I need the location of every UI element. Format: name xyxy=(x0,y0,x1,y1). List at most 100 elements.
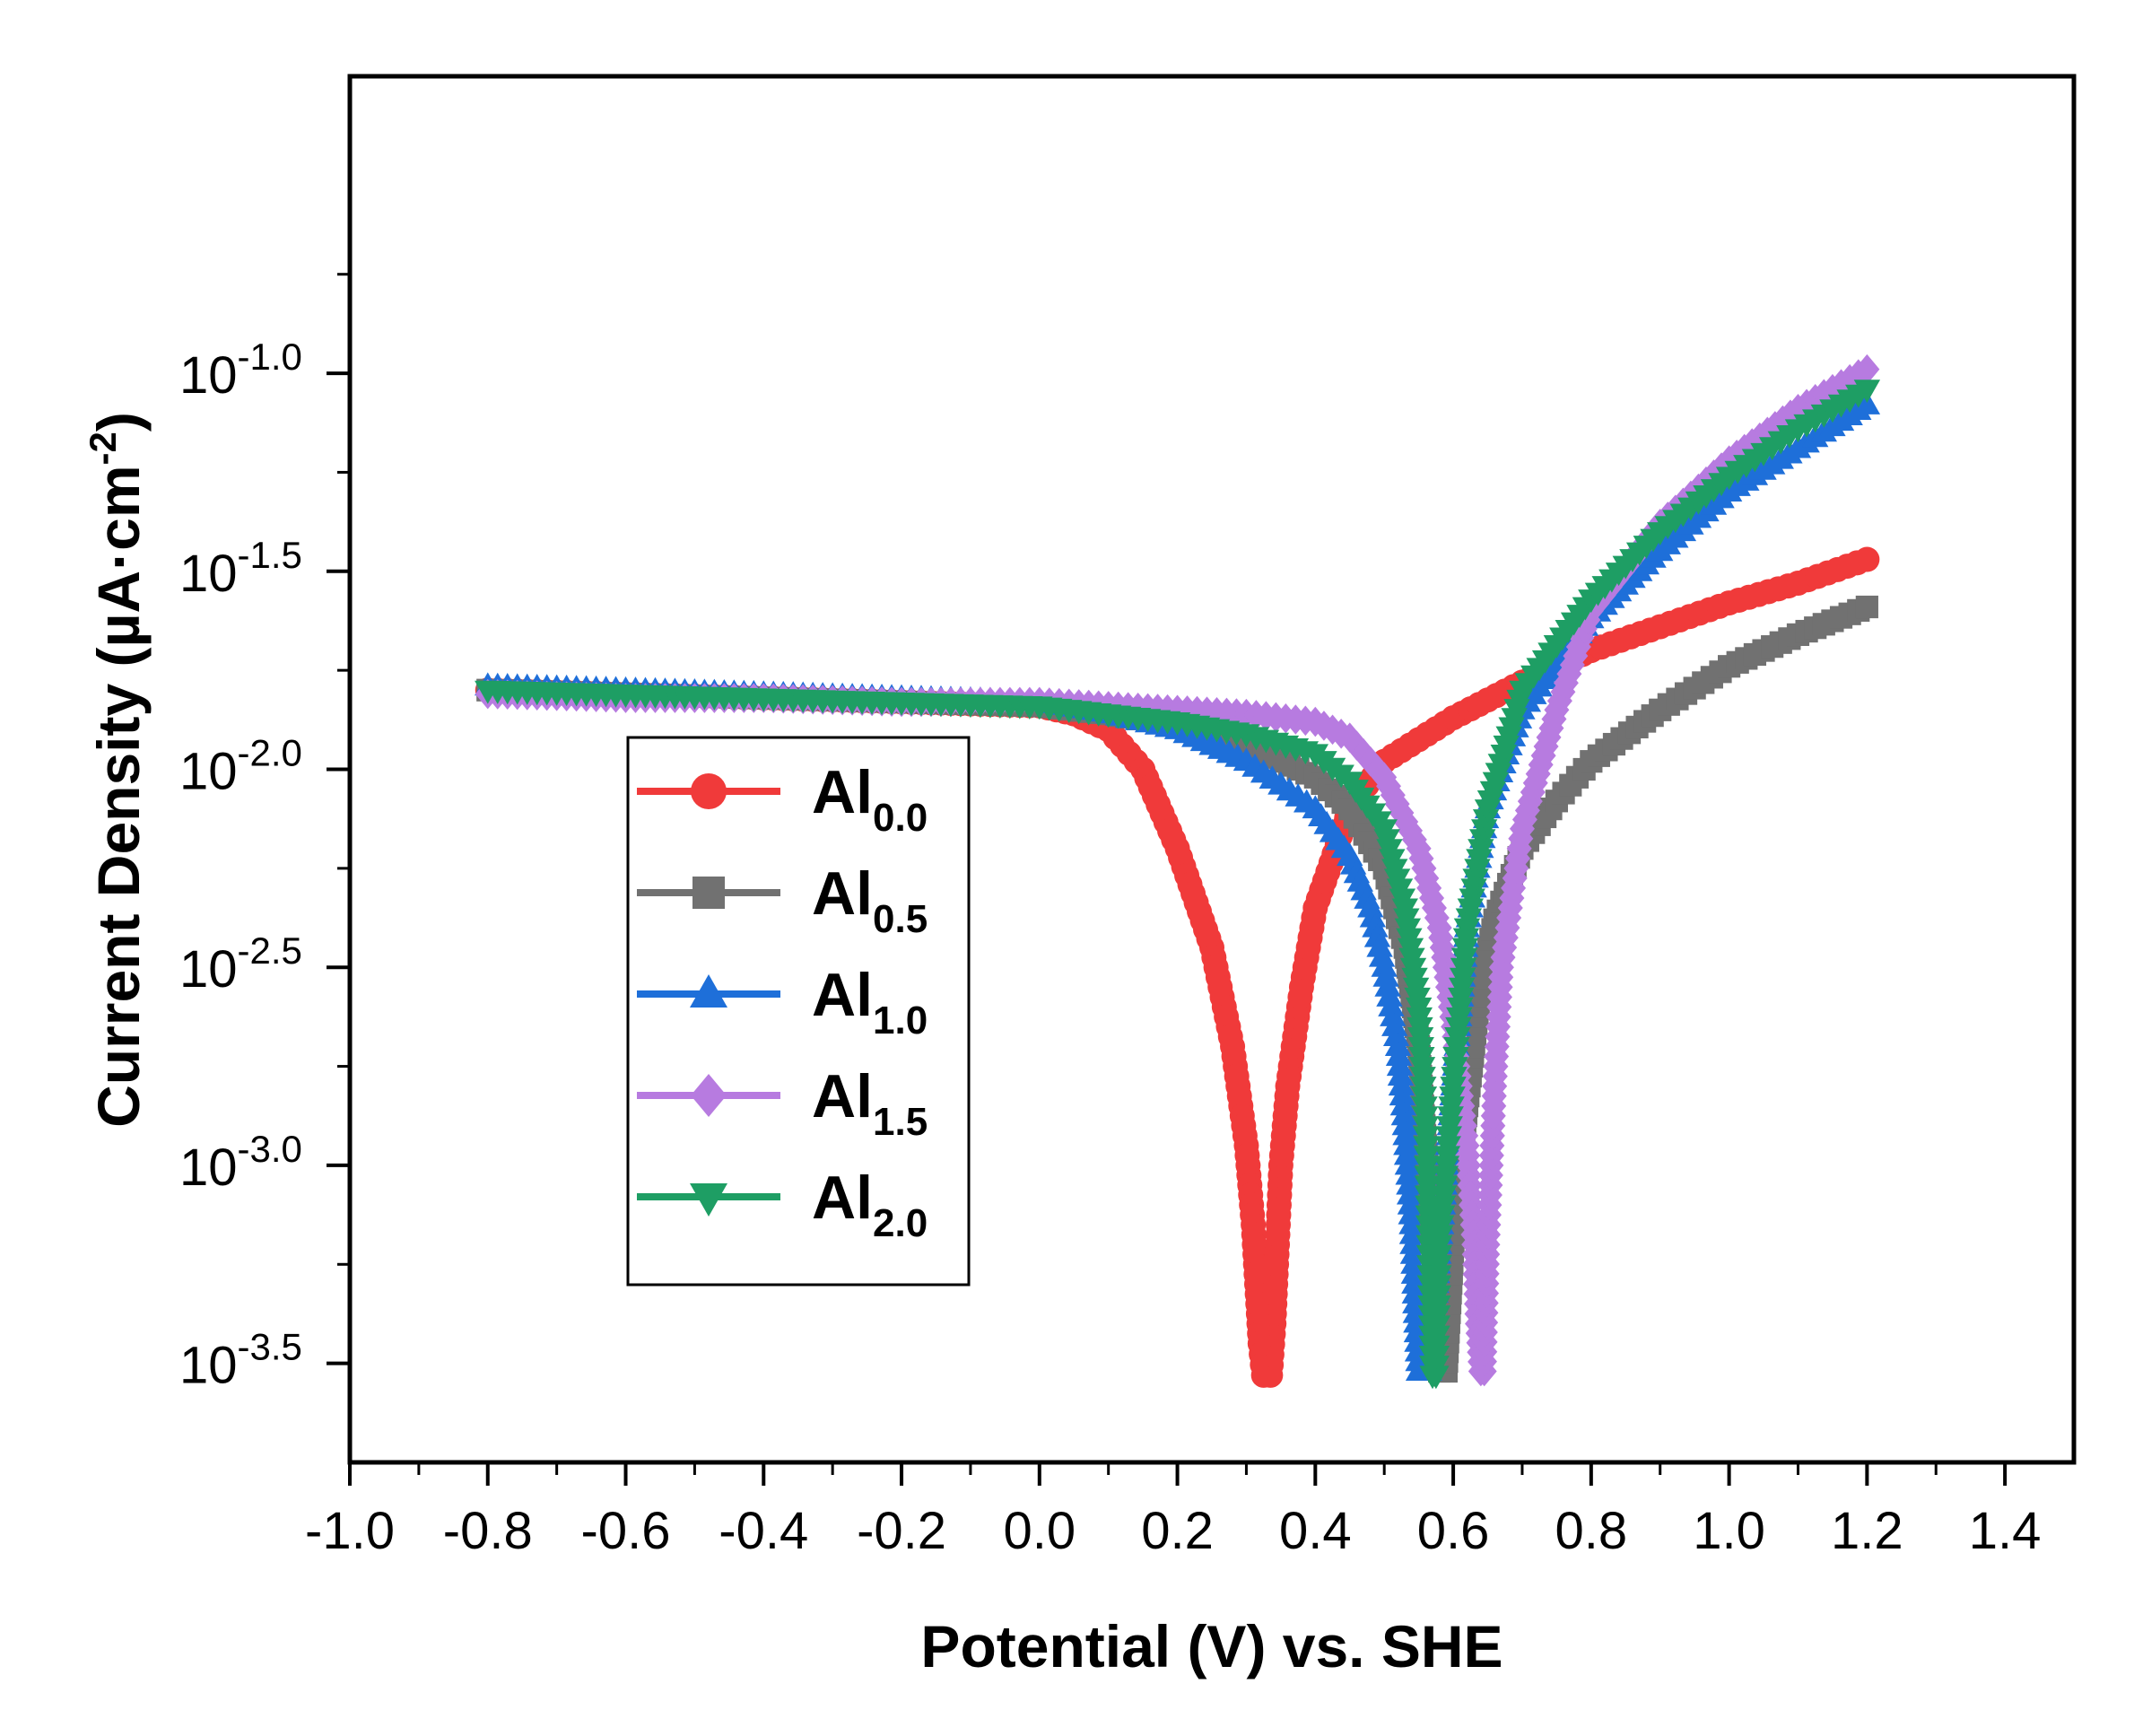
plot-frame xyxy=(347,74,2077,1465)
legend-label: Al0.0 xyxy=(812,758,928,840)
al2-0-point xyxy=(1853,379,1881,404)
legend-label-sub: 2.0 xyxy=(873,1201,928,1245)
al1-0-point xyxy=(1363,923,1391,947)
legend-label-sub: 0.0 xyxy=(873,796,928,840)
al2-0-point xyxy=(1464,859,1491,883)
x-tick-label: 1.0 xyxy=(1693,1502,1765,1560)
al2-0-point xyxy=(1466,849,1493,873)
legend-label-main: Al xyxy=(812,1164,873,1232)
y-tick-exponent: -2.5 xyxy=(238,929,302,972)
y-tick-exponent: -1.0 xyxy=(238,336,302,378)
al2-0-point xyxy=(1470,819,1498,843)
y-tick-label: 10-2.0 xyxy=(179,732,302,801)
y-tick-exponent: -1.5 xyxy=(238,534,302,576)
al2-0-point xyxy=(1468,839,1494,863)
y-tick-base: 10 xyxy=(179,1138,238,1197)
legend-label-sub: 1.5 xyxy=(873,1100,928,1144)
legend-entry-al1-5: Al1.5 xyxy=(637,1062,928,1144)
al1-0-point xyxy=(1357,894,1384,918)
series-al2-0 xyxy=(475,379,1881,1390)
legend-entry-al0-0: Al0.0 xyxy=(637,758,928,840)
al1-0-point xyxy=(1371,953,1398,977)
al1-0-point xyxy=(1372,963,1399,987)
x-tick-label: -0.4 xyxy=(719,1502,808,1560)
al1-0-point xyxy=(1382,1023,1410,1046)
al2-0-point xyxy=(1460,878,1487,903)
x-tick-label: 0.2 xyxy=(1141,1502,1214,1560)
legend-marker xyxy=(690,974,727,1008)
al1-0-point xyxy=(1381,1013,1408,1036)
legend-label-sub: 1.0 xyxy=(873,999,928,1042)
y-axis-title-close: ) xyxy=(85,412,152,432)
y-axis-title-sup: -2 xyxy=(82,432,124,465)
al2-0-point xyxy=(1453,918,1481,942)
al1-5-point xyxy=(1854,353,1880,385)
al1-5-point xyxy=(1344,730,1370,761)
y-tick-base: 10 xyxy=(179,346,238,405)
x-tick-label: 0.8 xyxy=(1555,1502,1628,1560)
al1-0-point xyxy=(1368,943,1396,967)
x-tick-label: 0.6 xyxy=(1417,1502,1490,1560)
x-tick-label: 0.4 xyxy=(1279,1502,1352,1560)
legend-label-main: Al xyxy=(812,859,873,928)
x-tick-label: -0.2 xyxy=(857,1502,946,1560)
al2-0-point xyxy=(1472,809,1500,833)
legend-label: Al1.5 xyxy=(812,1062,928,1144)
x-axis-title: Potential (V) vs. SHE xyxy=(920,1613,1503,1679)
y-tick-base: 10 xyxy=(179,545,238,603)
x-tick-label: -1.0 xyxy=(305,1502,395,1560)
al1-0-point xyxy=(1362,913,1389,938)
legend-marker xyxy=(690,1183,727,1217)
al2-0-anodic-markers xyxy=(1423,379,1881,1390)
y-tick-exponent: -3.0 xyxy=(238,1128,302,1170)
al0-5-point xyxy=(1855,595,1878,619)
y-tick-base: 10 xyxy=(179,743,238,801)
y-axis: 10-1.010-1.510-2.010-2.510-3.010-3.5 xyxy=(179,273,350,1395)
legend-label: Al2.0 xyxy=(812,1164,928,1245)
al2-0-point xyxy=(1457,898,1484,922)
y-axis-title-main: Current Density (µA·cm xyxy=(85,465,152,1127)
al2-0-point xyxy=(1462,868,1489,893)
y-tick-label: 10-3.5 xyxy=(179,1326,302,1395)
legend-marker xyxy=(691,1074,727,1117)
legend-marker xyxy=(691,773,727,809)
x-tick-label: 1.2 xyxy=(1831,1502,1903,1560)
al1-0-point xyxy=(1376,982,1403,1007)
al2-0-point xyxy=(1455,908,1483,932)
y-axis-title: Current Density (µA·cm-2) xyxy=(82,412,152,1128)
al1-5-point xyxy=(1364,754,1390,785)
legend-label-sub: 0.5 xyxy=(873,897,928,941)
legend-label-main: Al xyxy=(812,961,873,1029)
legend-entry-al0-5: Al0.5 xyxy=(637,859,928,941)
al2-0-point xyxy=(1459,888,1485,912)
y-tick-base: 10 xyxy=(179,1337,238,1395)
al0-0-point xyxy=(1854,546,1880,572)
y-tick-exponent: -2.0 xyxy=(238,732,302,774)
legend-marker xyxy=(692,877,725,909)
series-layer xyxy=(475,353,1881,1390)
al1-0-point xyxy=(1374,973,1401,997)
al1-0-point xyxy=(1366,933,1393,957)
y-tick-label: 10-1.5 xyxy=(179,534,302,603)
legend-label: Al1.0 xyxy=(812,961,928,1042)
y-tick-base: 10 xyxy=(179,940,238,999)
legend-entry-al2-0: Al2.0 xyxy=(637,1164,928,1245)
x-axis: -1.0 -0.8 -0.6 -0.4 -0.2 0.0 0.2 0.4 0.6 0.8 1.0 1.… xyxy=(305,1462,2041,1560)
y-tick-label: 10-2.5 xyxy=(179,929,302,999)
y-tick-label: 10-3.0 xyxy=(179,1128,302,1197)
legend-entry-al1-0: Al1.0 xyxy=(637,961,928,1042)
x-tick-label: 0.0 xyxy=(1003,1502,1076,1560)
al1-0-point xyxy=(1359,903,1387,928)
x-tick-label: -0.6 xyxy=(581,1502,671,1560)
y-tick-exponent: -3.5 xyxy=(238,1326,302,1368)
al2-0-point xyxy=(1469,829,1496,853)
legend-label-main: Al xyxy=(812,1062,873,1130)
x-tick-label: -0.8 xyxy=(443,1502,533,1560)
legend-label: Al0.5 xyxy=(812,859,928,941)
x-tick-label: 1.4 xyxy=(1969,1502,2042,1560)
al1-0-point xyxy=(1378,992,1405,1016)
al1-0-point xyxy=(1380,1002,1407,1026)
legend-label-main: Al xyxy=(812,758,873,826)
